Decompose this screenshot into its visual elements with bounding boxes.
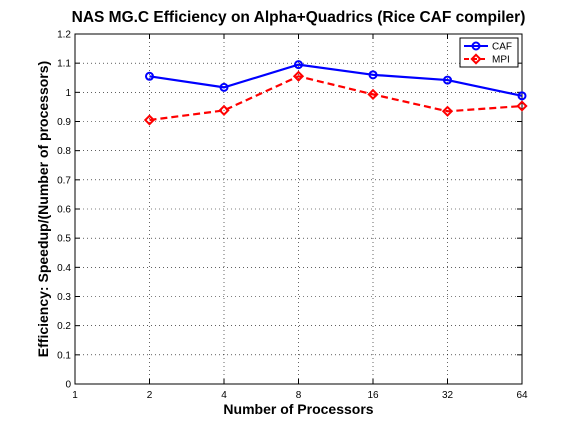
mpi-data-point bbox=[143, 114, 156, 126]
chart-title: NAS MG.C Efficiency on Alpha+Quadrics (R… bbox=[72, 9, 526, 26]
y-tick-label: 0.7 bbox=[57, 175, 71, 186]
x-tick-label: 32 bbox=[442, 390, 454, 401]
x-tick-label: 8 bbox=[296, 390, 302, 401]
y-tick-label: 0.9 bbox=[57, 117, 71, 128]
y-tick-label: 0.5 bbox=[57, 234, 71, 245]
mpi-series-line bbox=[149, 75, 523, 122]
y-tick-label: 0 bbox=[65, 380, 71, 391]
caf-data-point bbox=[219, 82, 229, 92]
caf-data-point bbox=[294, 60, 303, 70]
y-tick-label: 0.1 bbox=[57, 350, 71, 361]
caf-data-point bbox=[443, 75, 452, 85]
caf-data-point bbox=[145, 71, 154, 81]
x-tick-label: 2 bbox=[147, 390, 153, 401]
caf-data-point bbox=[368, 70, 378, 80]
y-tick-label: 0.2 bbox=[57, 321, 71, 332]
caf-series-line bbox=[149, 63, 523, 97]
ticks-layer: 1 2 4 8 16 32 64 0 0.1 0.2 0.3 0.4 0.5 0.6 0.7 0.8 0.9 1 1… bbox=[57, 30, 528, 402]
caf-data-point bbox=[517, 91, 527, 101]
y-axis-label: Efficiency: Speedup/(Number of processor… bbox=[35, 61, 51, 357]
grid-layer bbox=[75, 34, 522, 384]
y-tick-label: 0.6 bbox=[57, 205, 71, 216]
mpi-data-point bbox=[367, 88, 379, 100]
y-tick-label: 0.8 bbox=[57, 146, 71, 157]
x-axis-label: Number of Processors bbox=[223, 401, 373, 417]
mpi-data-point bbox=[516, 100, 528, 112]
y-tick-label: 1 bbox=[65, 88, 71, 99]
x-tick-label: 16 bbox=[367, 390, 379, 401]
legend-box bbox=[459, 37, 519, 68]
x-tick-label: 1 bbox=[72, 390, 78, 401]
legend-caf-marker bbox=[471, 41, 481, 51]
legend-caf-label: CAF bbox=[492, 42, 512, 53]
y-tick-label: 0.3 bbox=[57, 292, 71, 303]
x-tick-label: 4 bbox=[221, 390, 227, 401]
legend-mpi-label: MPI bbox=[492, 55, 510, 66]
series-layer bbox=[143, 60, 528, 126]
mpi-data-point bbox=[218, 104, 230, 117]
mpi-data-point bbox=[441, 105, 454, 117]
x-tick-label: 64 bbox=[516, 390, 528, 401]
legend-mpi-marker bbox=[470, 53, 482, 65]
y-tick-label: 1.1 bbox=[57, 59, 71, 70]
y-tick-label: 1.2 bbox=[57, 30, 71, 41]
mpi-data-point bbox=[292, 70, 305, 82]
legend: CAF MPI bbox=[459, 37, 519, 68]
y-tick-label: 0.4 bbox=[57, 263, 71, 274]
